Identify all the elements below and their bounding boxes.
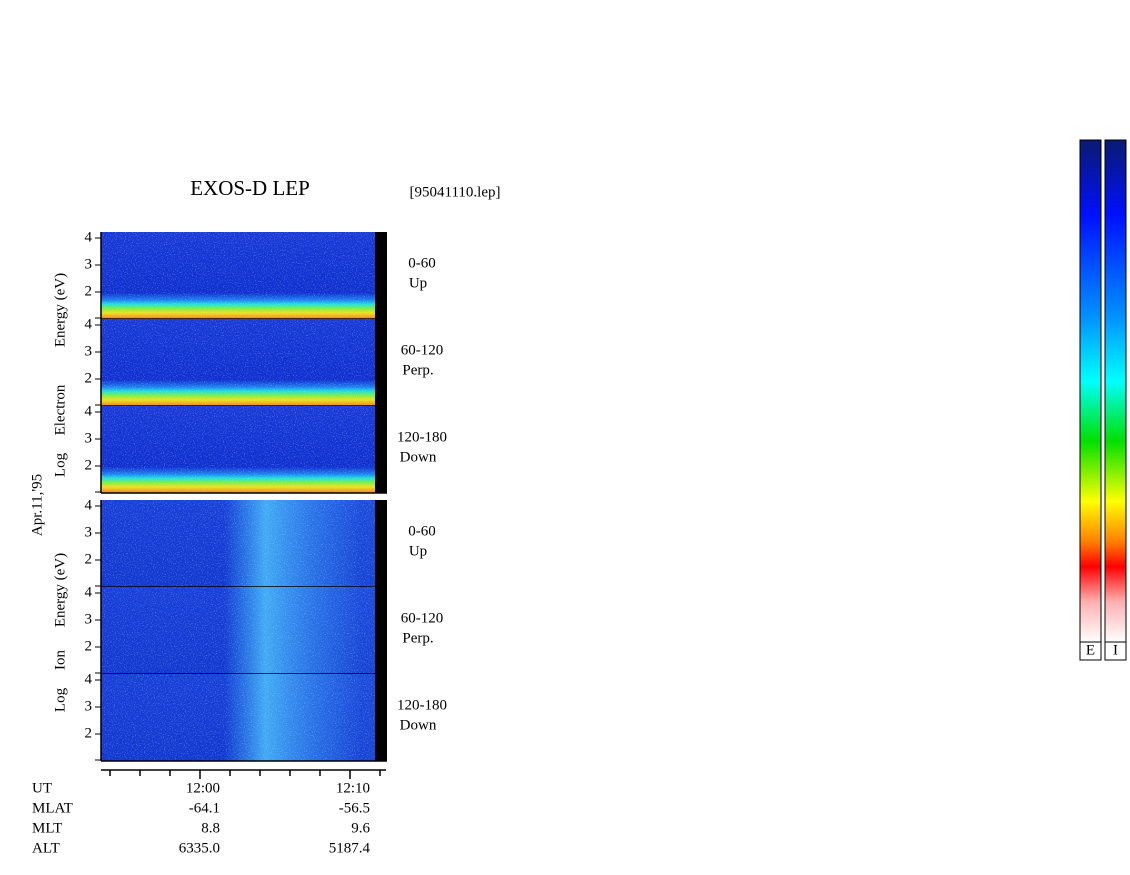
row-value: 12:00 (186, 780, 220, 796)
pitch-range: 0-60 (408, 255, 436, 271)
colorbar-label: I (1113, 642, 1118, 658)
axis-label: Electron (52, 384, 68, 435)
row-value: -64.1 (189, 800, 220, 816)
row-value: 5187.4 (329, 840, 371, 856)
date: Apr.11,'95 (29, 474, 45, 536)
row-value: -56.5 (339, 800, 370, 816)
pitch-direction: Perp. (402, 362, 433, 378)
spectrogram-noise (101, 406, 375, 493)
spectrogram-noise (101, 587, 375, 674)
axis-label: Ion (52, 650, 68, 670)
colorbar (1104, 139, 1127, 643)
data-gap (375, 674, 387, 761)
y-tick-label: 2 (85, 725, 93, 741)
y-tick-label: 3 (85, 698, 93, 714)
y-tick-label: 4 (85, 584, 93, 600)
pitch-range: 60-120 (401, 610, 444, 626)
data-gap (375, 500, 387, 587)
y-tick-label: 2 (85, 551, 93, 567)
row-label: UT (32, 780, 52, 796)
data-gap (375, 319, 387, 406)
data-gap (375, 587, 387, 674)
spectrogram-noise (101, 319, 375, 406)
spectrogram-noise (101, 674, 375, 761)
colorbar (1079, 139, 1102, 643)
pitch-range: 120-180 (397, 429, 447, 445)
y-tick-label: 3 (85, 524, 93, 540)
y-tick-label: 4 (85, 497, 93, 513)
row-value: 12:10 (336, 780, 370, 796)
row-label: ALT (32, 840, 60, 856)
spectrogram-noise (101, 500, 375, 587)
row-value: 6335.0 (179, 840, 220, 856)
spectrogram-noise (101, 232, 375, 319)
title: EXOS-D LEP (190, 176, 310, 200)
pitch-direction: Up (409, 543, 427, 559)
pitch-range: 0-60 (408, 523, 436, 539)
pitch-range: 60-120 (401, 342, 444, 358)
y-tick-label: 4 (85, 671, 93, 687)
y-tick-label: 3 (85, 430, 93, 446)
y-tick-label: 4 (85, 316, 93, 332)
pitch-direction: Perp. (402, 630, 433, 646)
data-gap (375, 406, 387, 493)
colorbar-label-box (1079, 641, 1102, 661)
axis-label: Energy (eV) (52, 273, 68, 347)
y-tick-label: 2 (85, 370, 93, 386)
time-axis (101, 769, 386, 779)
row-value: 9.6 (351, 820, 370, 836)
pitch-direction: Down (400, 717, 437, 733)
row-label: MLAT (32, 800, 73, 816)
file-name: [95041110.lep] (410, 184, 501, 200)
row-label: MLT (32, 820, 62, 836)
y-tick-label: 2 (85, 457, 93, 473)
axis-label: Log (52, 687, 68, 712)
axis-label: Energy (eV) (52, 553, 68, 627)
pitch-direction: Up (409, 275, 427, 291)
pitch-range: 120-180 (397, 697, 447, 713)
data-gap (375, 232, 387, 319)
pitch-direction: Down (400, 449, 437, 465)
colorbar-label-box (1104, 641, 1127, 661)
y-tick-label: 4 (85, 403, 93, 419)
y-tick-label: 2 (85, 638, 93, 654)
row-value: 8.8 (201, 820, 220, 836)
axis-label: Log (52, 452, 68, 477)
y-tick-label: 4 (85, 229, 93, 245)
y-tick-label: 2 (85, 283, 93, 299)
y-tick-label: 3 (85, 256, 93, 272)
y-tick-label: 3 (85, 343, 93, 359)
y-tick-label: 3 (85, 611, 93, 627)
colorbar-label: E (1086, 642, 1095, 658)
